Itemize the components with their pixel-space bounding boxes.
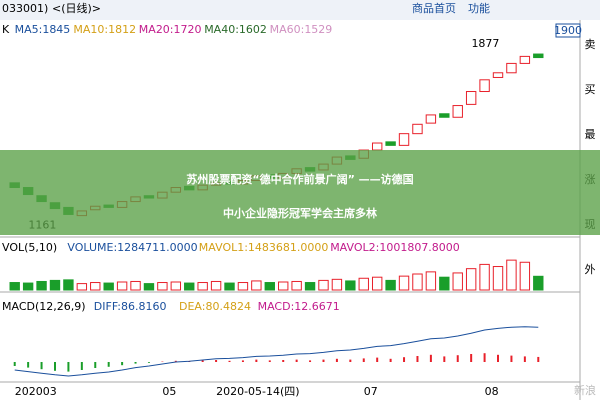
volume-bar [63, 279, 74, 291]
volume-bar [331, 278, 343, 291]
volume-bar [224, 282, 235, 291]
sidebar-label: 买 [585, 83, 596, 96]
legend-entry: K [2, 23, 10, 36]
code: 033001) [2, 2, 48, 15]
volume-bar [385, 279, 396, 291]
volume-bar [157, 282, 168, 291]
x-tick-label: 05 [162, 385, 176, 398]
volume-bar [452, 272, 463, 291]
legend-entry: VOL(5,10) [2, 241, 57, 254]
legend-entry: MAVOL1:1483681.0000 [199, 241, 329, 254]
legend-entry: DIFF:86.8160 [94, 300, 167, 313]
candle [371, 142, 383, 151]
banner-line: 苏州股票配资“德中合作前景广阔” ——访德国 [186, 172, 413, 186]
x-tick-label: 07 [364, 385, 378, 398]
volume-bar [519, 261, 531, 291]
candle [479, 79, 490, 93]
volume-bar [210, 280, 222, 291]
volume-bar [345, 280, 356, 291]
candle [439, 113, 450, 118]
legend-entry: MA10:1812 [73, 23, 136, 36]
price-box [555, 23, 581, 38]
candle [519, 55, 531, 64]
volume-bar [76, 283, 88, 291]
volume-bar [49, 279, 61, 291]
sidebar-label: 卖 [585, 38, 596, 51]
candle [425, 114, 437, 124]
volume-bar [425, 271, 437, 291]
volume-bar [506, 259, 517, 291]
legend-entry: MA5:1845 [15, 23, 71, 36]
volume-bar [533, 275, 544, 291]
sidebar-label: 最 [585, 128, 596, 141]
volume-bar [251, 280, 262, 291]
volume-bar [103, 282, 114, 291]
diff-line [14, 326, 539, 377]
legend-entry: VOLUME:1284711.0000 [67, 241, 197, 254]
volume-bar [90, 282, 101, 291]
legend-entry: MA40:1602 [204, 23, 267, 36]
candle [385, 141, 396, 146]
volume-bar [264, 282, 275, 291]
watermark: 新浪 [574, 383, 596, 397]
sidebar-label: 外 [585, 263, 596, 276]
volume-bar [278, 281, 289, 291]
candle [492, 72, 504, 78]
candle [465, 91, 477, 105]
x-tick-label: 08 [485, 385, 499, 398]
volume-bar [116, 281, 128, 291]
volume-bar [398, 275, 410, 291]
volume-bar [170, 281, 182, 291]
candle [506, 62, 517, 74]
volume-bar [184, 282, 195, 291]
banner [0, 150, 600, 235]
volume-bar [371, 276, 383, 291]
volume-bar [318, 279, 329, 291]
x-tick-label: 202003 [15, 385, 57, 398]
volume-bar [9, 282, 20, 291]
banner-line: 中小企业隐形冠军学会主席多林 [223, 206, 377, 220]
volume-bar [36, 280, 47, 291]
volume-bar [412, 273, 423, 291]
price-box-label: 1900 [554, 24, 582, 37]
volume-bar [479, 263, 490, 291]
volume-bar [291, 280, 302, 291]
volume-bar [439, 276, 450, 291]
candle [398, 133, 410, 146]
legend-entry: MACD(12,26,9) [2, 300, 86, 313]
period: <(日线)> [52, 1, 101, 15]
menu-home[interactable]: 商品首页 [412, 1, 456, 15]
legend-entry: MA20:1720 [139, 23, 202, 36]
volume-bar [197, 282, 208, 291]
candle [452, 105, 463, 118]
volume-bar [130, 280, 141, 291]
annotation: 1877 [471, 37, 499, 50]
legend-entry: MACD:12.6671 [258, 300, 340, 313]
volume-bar [358, 277, 369, 291]
volume-bar [465, 268, 477, 291]
x-tick-label: 2020-05-14(四) [216, 385, 300, 398]
menu-func[interactable]: 功能 [468, 1, 490, 15]
candle [533, 53, 544, 59]
legend-entry: MAVOL2:1001807.8000 [330, 241, 460, 254]
volume-bar [304, 282, 316, 291]
volume-bar [22, 282, 34, 291]
volume-bar [143, 283, 155, 291]
legend-entry: MA60:1529 [270, 23, 333, 36]
legend-entry: DEA:80.4824 [179, 300, 251, 313]
top-bar [0, 0, 600, 20]
volume-bar [492, 266, 504, 291]
volume-bar [237, 282, 249, 291]
candle [412, 123, 423, 135]
